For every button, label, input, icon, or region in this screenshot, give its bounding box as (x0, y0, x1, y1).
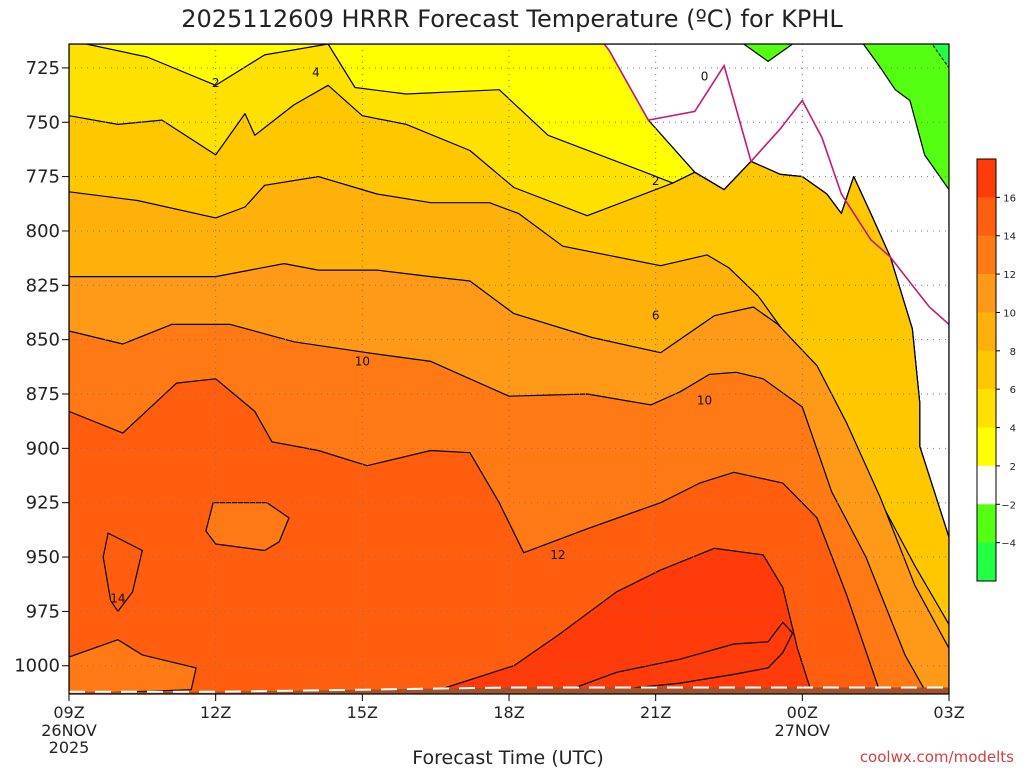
x-tick-label-12Z: 12Z (200, 703, 231, 722)
colorbar-label-6: 4 (1010, 424, 1016, 435)
temperature-band-11 (69, 639, 197, 694)
colorbar-label-4: 8 (1010, 347, 1016, 358)
x-tick-label-15Z: 15Z (347, 703, 378, 722)
plot-frame (68, 43, 950, 695)
x-tick-label-03Z: 03Z (933, 703, 964, 722)
colorbar-label-3: 10 (1003, 308, 1016, 319)
x-tick-label-18Z: 18Z (493, 703, 524, 722)
temperature-band-13 (205, 502, 290, 552)
x-tick-year-0: 2025 (49, 738, 90, 757)
contour-label-1: 4 (312, 65, 320, 79)
chart-title: 2025112609 HRRR Forecast Temperature (ºC… (181, 5, 843, 33)
ground-surface (69, 687, 949, 694)
surface-line (69, 686, 949, 693)
colorbar-label-7: 2 (1010, 462, 1016, 473)
colorbar-swatch-7 (977, 427, 996, 467)
y-axis: 725 750 775 800 825 850 875 900 925 950 975 1000 (14, 58, 69, 677)
y-tick-label-850: 850 (26, 330, 60, 351)
x-tick-label-21Z: 21Z (640, 703, 671, 722)
colorbar-swatch-5 (977, 350, 996, 390)
y-tick-label-800: 800 (26, 221, 60, 242)
contour-label-5: 10 (697, 394, 712, 408)
y-tick-label-950: 950 (26, 547, 60, 568)
colorbar-legend: 16 14 12 10 8 6 4 2 −2 −4 (976, 158, 1016, 582)
x-tick-label-09Z: 09Z (53, 703, 84, 722)
colorbar-swatch-0 (977, 159, 996, 198)
contour-label-3: 6 (652, 309, 660, 323)
colorbar-swatch-6 (977, 389, 996, 429)
x-axis-label: Forecast Time (UTC) (412, 747, 603, 768)
y-tick-label-725: 725 (26, 58, 60, 79)
colorbar-swatch-4 (977, 312, 996, 352)
colorbar-label-9: −4 (1001, 539, 1016, 550)
colorbar-label-2: 12 (1003, 270, 1016, 281)
colorbar-swatch-2 (977, 235, 996, 275)
freezing-line (603, 44, 949, 325)
y-tick-label-875: 875 (26, 384, 60, 405)
plot-area: 2 4 2 6 10 10 12 14 0 (69, 44, 949, 694)
contour-label-2: 2 (652, 174, 660, 188)
contour-label-6: 12 (550, 548, 565, 562)
x-tick-date-5: 27NOV (775, 721, 831, 740)
colorbar-label-1: 14 (1003, 232, 1016, 243)
temperature-band-14 (557, 621, 794, 694)
contour-label-7: 14 (110, 591, 125, 605)
colorbar-frame (976, 158, 997, 582)
credit-text[interactable]: coolwx.com/modelts (860, 748, 1014, 766)
y-tick-label-775: 775 (26, 167, 60, 188)
y-tick-label-900: 900 (26, 438, 60, 459)
y-tick-label-925: 925 (26, 493, 60, 514)
colorbar-label-0: 16 (1003, 193, 1016, 204)
colorbar-label-5: 6 (1010, 385, 1016, 396)
y-tick-label-750: 750 (26, 112, 60, 133)
colorbar-swatch-10 (977, 542, 996, 582)
y-tick-label-825: 825 (26, 275, 60, 296)
x-tick-label-00Z: 00Z (787, 703, 818, 722)
x-tick-date-0: 26NOV (41, 721, 97, 740)
colorbar-swatch-8 (977, 465, 996, 505)
y-tick-label-1000: 1000 (14, 656, 60, 677)
colorbar-label-8: −2 (1001, 500, 1016, 511)
contour-label-0: 2 (212, 76, 220, 90)
y-tick-label-975: 975 (26, 601, 60, 622)
colorbar-swatch-1 (977, 197, 996, 237)
contour-label-4: 10 (355, 354, 370, 368)
colorbar-swatch-3 (977, 274, 996, 313)
colorbar-swatch-9 (977, 504, 996, 544)
contour-label-8: 0 (701, 70, 709, 84)
